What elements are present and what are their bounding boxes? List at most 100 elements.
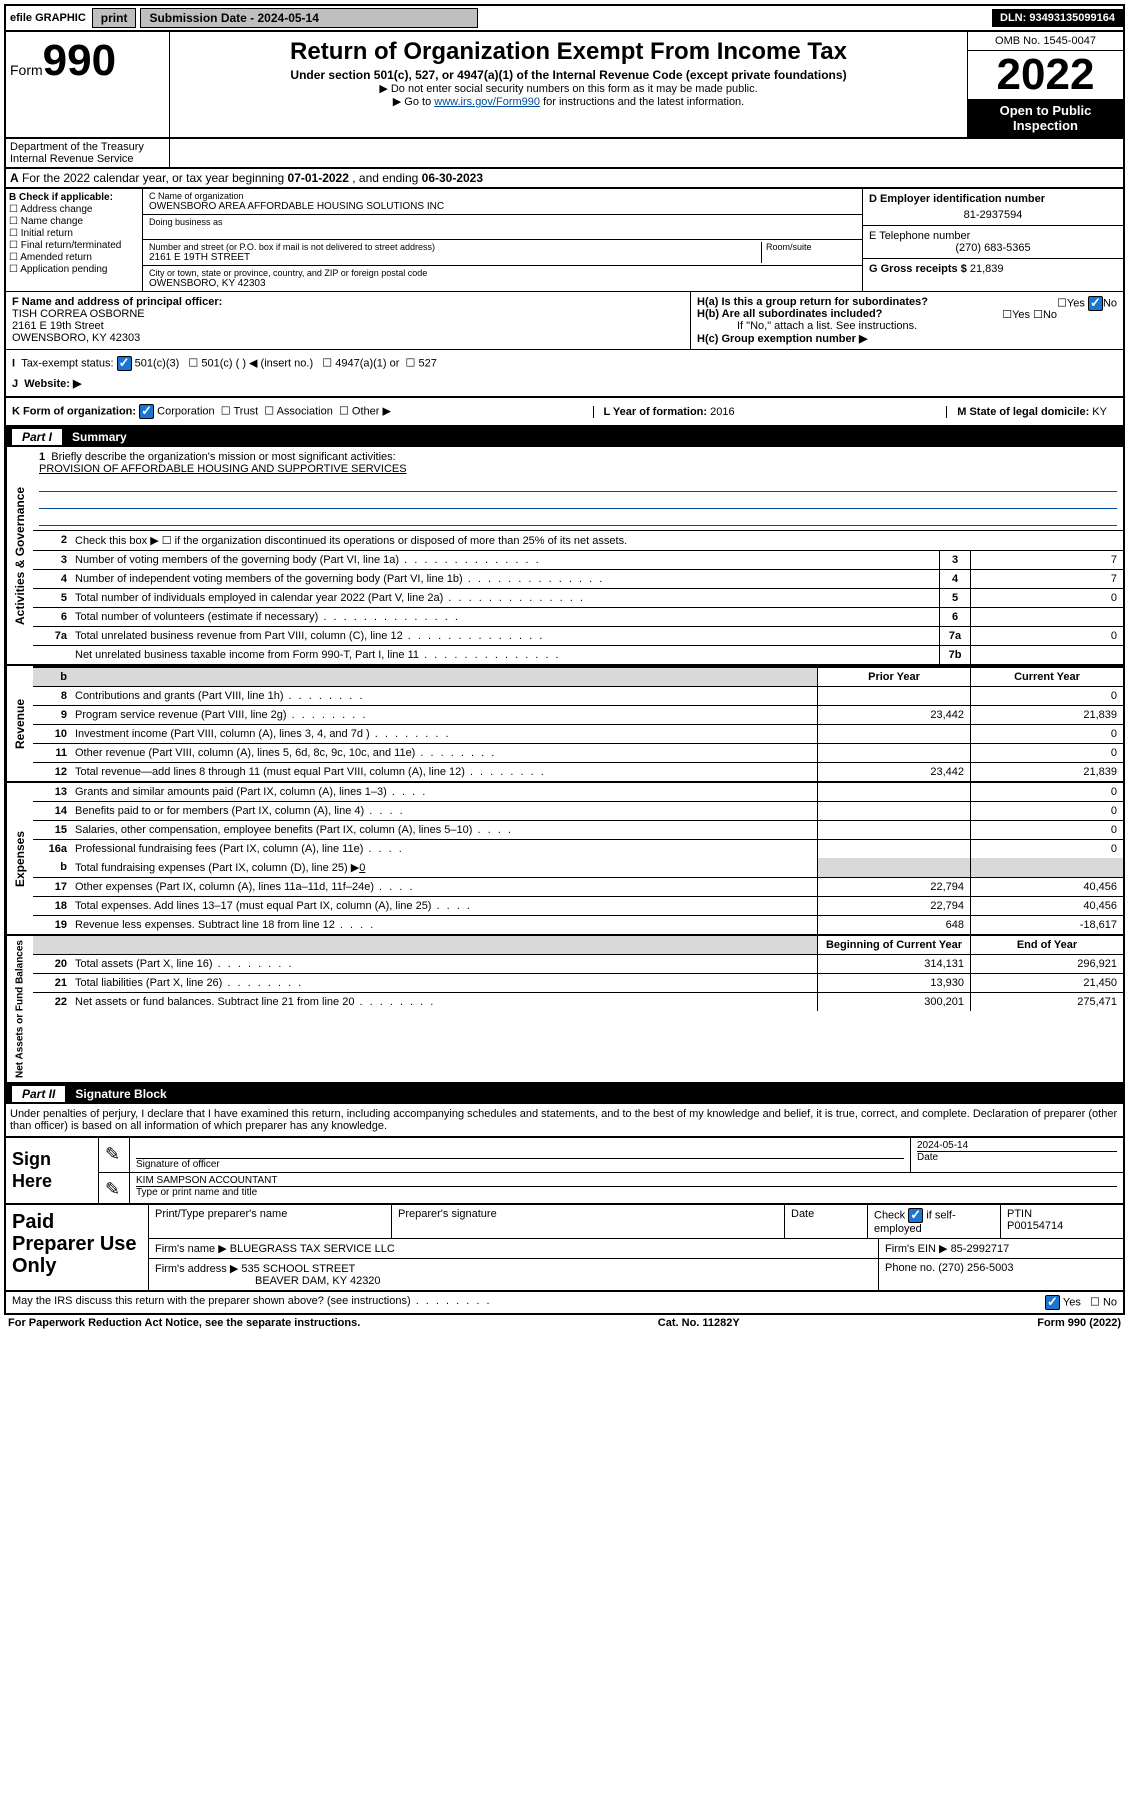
discuss-yes-check[interactable]: [1045, 1295, 1060, 1310]
part1-header: Part I Summary: [4, 427, 1125, 447]
print-button[interactable]: print: [92, 8, 137, 28]
box-c: C Name of organization OWENSBORO AREA AF…: [143, 189, 862, 291]
summary-line: 13Grants and similar amounts paid (Part …: [33, 783, 1123, 802]
header-sub2: ▶ Do not enter social security numbers o…: [174, 82, 963, 95]
row-i-j: I Tax-exempt status: 501(c)(3) ☐ 501(c) …: [4, 350, 1125, 398]
phone: (270) 683-5365: [869, 242, 1117, 254]
chk-amended[interactable]: ☐ Amended return: [9, 252, 139, 263]
ptin: P00154714: [1007, 1220, 1063, 1232]
summary-line: 16aProfessional fundraising fees (Part I…: [33, 840, 1123, 858]
revenue-block: Revenue b Prior Year Current Year 8Contr…: [4, 666, 1125, 783]
page-footer: For Paperwork Reduction Act Notice, see …: [4, 1315, 1125, 1331]
tax-year: 2022: [968, 51, 1123, 99]
chk-application-pending[interactable]: ☐ Application pending: [9, 264, 139, 275]
corp-check[interactable]: [139, 404, 154, 419]
firm-ein: 85-2992717: [951, 1243, 1010, 1255]
header-right: OMB No. 1545-0047 2022 Open to Public In…: [967, 32, 1123, 137]
summary-line: 9Program service revenue (Part VIII, lin…: [33, 706, 1123, 725]
form-990-number: 990: [43, 36, 116, 85]
org-name: OWENSBORO AREA AFFORDABLE HOUSING SOLUTI…: [149, 201, 856, 212]
row-f-h: F Name and address of principal officer:…: [4, 292, 1125, 350]
mission-text: PROVISION OF AFFORDABLE HOUSING AND SUPP…: [39, 463, 407, 475]
form-title: Return of Organization Exempt From Incom…: [174, 38, 963, 66]
expenses-block: Expenses 13Grants and similar amounts pa…: [4, 783, 1125, 936]
summary-line: 20Total assets (Part X, line 16)314,1312…: [33, 955, 1123, 974]
col-begin: Beginning of Current Year: [817, 936, 970, 954]
chk-final-return[interactable]: ☐ Final return/terminated: [9, 240, 139, 251]
gov-line: 5Total number of individuals employed in…: [33, 589, 1123, 608]
year-formation: 2016: [710, 406, 734, 418]
box-b: B Check if applicable: ☐ Address change …: [6, 189, 143, 291]
gov-line: 4Number of independent voting members of…: [33, 570, 1123, 589]
gross-receipts: 21,839: [970, 263, 1004, 275]
paid-preparer-block: Paid Preparer Use Only Print/Type prepar…: [4, 1205, 1125, 1292]
vtab-governance: Activities & Governance: [6, 447, 33, 664]
state-domicile: KY: [1092, 406, 1107, 418]
header-sub1: Under section 501(c), 527, or 4947(a)(1)…: [174, 68, 963, 82]
chk-address-change[interactable]: ☐ Address change: [9, 204, 139, 215]
col-current: Current Year: [970, 668, 1123, 686]
summary-line: 21Total liabilities (Part X, line 26)13,…: [33, 974, 1123, 993]
paid-preparer-label: Paid Preparer Use Only: [6, 1205, 148, 1290]
dln-box: DLN: 93493135099164: [992, 9, 1123, 27]
net-assets-block: Net Assets or Fund Balances Beginning of…: [4, 936, 1125, 1084]
chk-initial-return[interactable]: ☐ Initial return: [9, 228, 139, 239]
section-a-taxyear: A For the 2022 calendar year, or tax yea…: [4, 169, 1125, 189]
ein: 81-2937594: [869, 205, 1117, 221]
signature-declaration: Under penalties of perjury, I declare th…: [4, 1104, 1125, 1136]
gov-line: Net unrelated business taxable income fr…: [33, 646, 1123, 664]
discuss-row: May the IRS discuss this return with the…: [4, 1292, 1125, 1315]
open-to-public: Open to Public Inspection: [968, 99, 1123, 137]
submission-date-box: Submission Date - 2024-05-14: [140, 8, 478, 28]
501c3-check[interactable]: [117, 356, 132, 371]
org-city: OWENSBORO, KY 42303: [149, 278, 856, 289]
summary-line: 19Revenue less expenses. Subtract line 1…: [33, 916, 1123, 934]
officer-name: TISH CORREA OSBORNE: [12, 308, 145, 320]
self-employed-check[interactable]: [908, 1208, 923, 1223]
chk-name-change[interactable]: ☐ Name change: [9, 216, 139, 227]
gov-line: 7aTotal unrelated business revenue from …: [33, 627, 1123, 646]
vtab-net: Net Assets or Fund Balances: [6, 936, 33, 1082]
pen-icon: ✎: [105, 1179, 120, 1199]
line-2: Check this box ▶ ☐ if the organization d…: [71, 531, 1123, 550]
vtab-expenses: Expenses: [6, 783, 33, 934]
summary-line: 8Contributions and grants (Part VIII, li…: [33, 687, 1123, 706]
gov-line: 3Number of voting members of the governi…: [33, 551, 1123, 570]
summary-line: 11Other revenue (Part VIII, column (A), …: [33, 744, 1123, 763]
col-end: End of Year: [970, 936, 1123, 954]
header-sub3: ▶ Go to www.irs.gov/Form990 for instruct…: [174, 95, 963, 108]
line-16b: Total fundraising expenses (Part IX, col…: [71, 858, 817, 877]
header-center: Return of Organization Exempt From Incom…: [170, 32, 967, 137]
preparer-phone: (270) 256-5003: [938, 1262, 1013, 1274]
omb-number: OMB No. 1545-0047: [968, 32, 1123, 51]
form-number-box: Form990: [6, 32, 170, 137]
pen-icon: ✎: [105, 1144, 120, 1164]
sig-date: 2024-05-14: [917, 1140, 1117, 1151]
officer-name-title: KIM SAMPSON ACCOUNTANT: [136, 1175, 1117, 1186]
activities-governance: Activities & Governance 1 Briefly descri…: [4, 447, 1125, 666]
sign-here-label: Sign Here: [6, 1138, 98, 1203]
gov-line: 6Total number of volunteers (estimate if…: [33, 608, 1123, 627]
sign-here-block: Sign Here ✎ Signature of officer 2024-05…: [4, 1136, 1125, 1205]
summary-line: 14Benefits paid to or for members (Part …: [33, 802, 1123, 821]
entity-info-grid: B Check if applicable: ☐ Address change …: [4, 189, 1125, 292]
summary-line: 15Salaries, other compensation, employee…: [33, 821, 1123, 840]
part2-header: Part II Signature Block: [4, 1084, 1125, 1104]
firm-name: BLUEGRASS TAX SERVICE LLC: [230, 1243, 395, 1255]
summary-line: 12Total revenue—add lines 8 through 11 (…: [33, 763, 1123, 781]
dept-treasury: Department of the Treasury Internal Reve…: [6, 139, 170, 167]
ha-no-check[interactable]: [1088, 296, 1103, 311]
summary-line: 10Investment income (Part VIII, column (…: [33, 725, 1123, 744]
form-header: Form990 Return of Organization Exempt Fr…: [4, 32, 1125, 139]
summary-line: 17Other expenses (Part IX, column (A), l…: [33, 878, 1123, 897]
dept-row: Department of the Treasury Internal Reve…: [4, 139, 1125, 169]
efile-label: efile GRAPHIC: [6, 12, 90, 24]
summary-line: 22Net assets or fund balances. Subtract …: [33, 993, 1123, 1011]
top-bar: efile GRAPHIC print Submission Date - 20…: [4, 4, 1125, 32]
line-1: 1 Briefly describe the organization's mi…: [33, 447, 1123, 530]
col-prior: Prior Year: [817, 668, 970, 686]
org-address: 2161 E 19TH STREET: [149, 252, 761, 263]
irs-link[interactable]: www.irs.gov/Form990: [434, 96, 540, 108]
summary-line: 18Total expenses. Add lines 13–17 (must …: [33, 897, 1123, 916]
row-k: K Form of organization: Corporation ☐ Tr…: [4, 398, 1125, 427]
